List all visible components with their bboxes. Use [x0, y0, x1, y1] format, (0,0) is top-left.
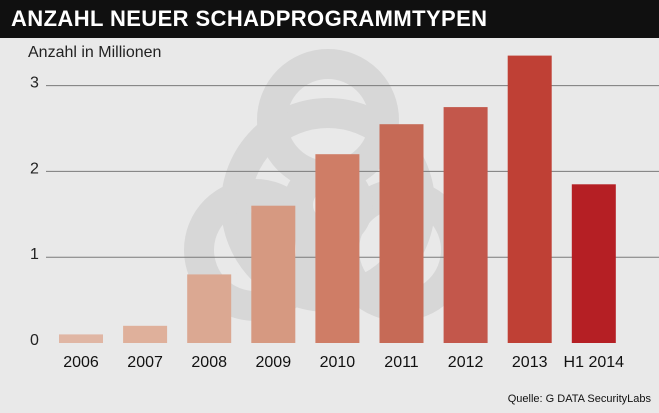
- y-axis-label: Anzahl in Millionen: [28, 44, 162, 61]
- x-tick-label: 2009: [256, 354, 292, 371]
- source-note: Quelle: G DATA SecurityLabs: [507, 393, 651, 405]
- bar-2009: [251, 205, 296, 343]
- x-tick-label: 2008: [191, 354, 227, 371]
- x-tick-label: 2010: [320, 354, 356, 371]
- bar-2011: [379, 124, 424, 343]
- x-tick-label: 2013: [512, 354, 548, 371]
- y-tick-label: 0: [30, 332, 39, 349]
- x-tick-label: 2006: [63, 354, 99, 371]
- x-tick-label: 2012: [448, 354, 484, 371]
- bar-2012: [443, 107, 488, 343]
- y-tick-label: 3: [30, 75, 39, 92]
- bar-2010: [315, 154, 360, 343]
- y-tick-label: 1: [30, 246, 39, 263]
- bar-2013: [507, 55, 552, 343]
- bar-2008: [187, 274, 232, 343]
- x-tick-label: H1 2014: [564, 354, 625, 371]
- y-tick-label: 2: [30, 160, 39, 177]
- chart-title: ANZAHL NEUER SCHADPROGRAMMTYPEN: [11, 6, 488, 31]
- bar-2006: [59, 334, 103, 343]
- x-tick-label: 2007: [127, 354, 163, 371]
- bar-2007: [123, 325, 168, 343]
- bar-h1-2014: [571, 184, 616, 343]
- x-tick-label: 2011: [384, 354, 419, 371]
- title-bar: ANZAHL NEUER SCHADPROGRAMMTYPEN: [0, 0, 659, 38]
